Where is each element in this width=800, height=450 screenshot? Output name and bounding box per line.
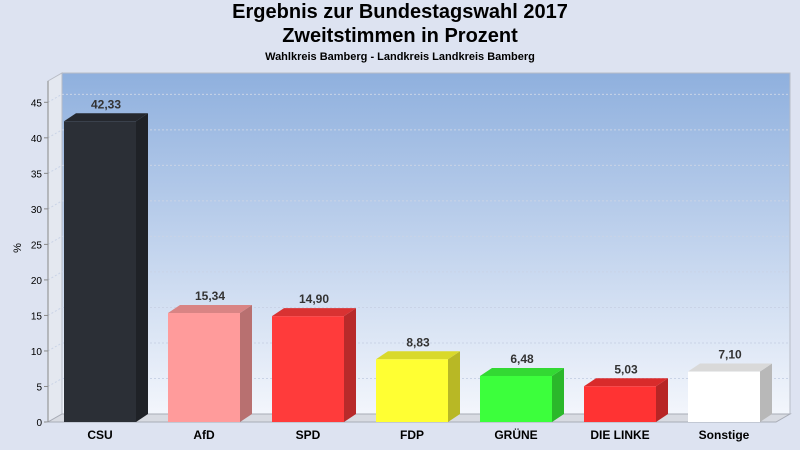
bar-afd <box>168 305 252 422</box>
bar-side <box>656 378 668 422</box>
gridline-wall <box>47 164 63 174</box>
bar-front <box>168 313 240 422</box>
bar-front <box>688 371 760 422</box>
gridline-wall <box>47 235 63 245</box>
data-label: 15,34 <box>195 289 225 303</box>
gridline-wall <box>47 342 63 352</box>
gridline-wall <box>47 93 63 103</box>
x-tick-label: DIE LINKE <box>590 428 649 442</box>
bar-top <box>64 113 148 122</box>
bar-top <box>688 363 772 372</box>
x-tick-label: AfD <box>193 428 215 442</box>
bar-front <box>64 121 136 422</box>
data-label: 8,83 <box>406 335 430 349</box>
x-tick-label: FDP <box>400 428 424 442</box>
y-tick-label: 20 <box>31 276 43 287</box>
chart-title-line-1: Ergebnis zur Bundestagswahl 2017 <box>232 1 568 23</box>
bar-die-linke <box>584 378 668 422</box>
bar-side <box>552 367 564 422</box>
bar-side <box>448 351 460 422</box>
y-tick-label: 5 <box>36 382 42 393</box>
x-tick-label: CSU <box>87 428 112 442</box>
bar-front <box>584 386 656 422</box>
chart-subtitle: Wahlkreis Bamberg - Landkreis Landkreis … <box>265 51 535 63</box>
bar-top <box>168 305 252 314</box>
data-label: 7,10 <box>718 348 742 362</box>
gridline-wall <box>47 307 63 316</box>
x-tick-label: SPD <box>296 428 321 442</box>
y-tick-label: 25 <box>31 240 43 251</box>
data-label: 42,33 <box>91 97 121 111</box>
left-wall <box>47 72 63 423</box>
gridline-wall <box>47 378 63 387</box>
bar-side <box>136 113 148 422</box>
bar-csu <box>64 113 148 422</box>
chart-title-line-2: Zweitstimmen in Prozent <box>282 25 518 47</box>
data-label: 14,90 <box>299 292 329 306</box>
y-tick-label: 35 <box>31 169 43 180</box>
gridline-wall <box>47 129 63 139</box>
bar-top <box>584 378 668 387</box>
y-tick-label: 10 <box>31 347 43 358</box>
bar-side <box>344 308 356 422</box>
bar-top <box>376 351 460 360</box>
bar-front <box>376 359 448 422</box>
bar-grüne <box>480 367 564 422</box>
y-tick-label: 45 <box>31 98 43 109</box>
gridline-wall <box>47 200 63 210</box>
bar-top <box>272 308 356 317</box>
x-tick-label: GRÜNE <box>494 427 537 442</box>
y-tick-label: 0 <box>36 418 42 429</box>
bar-spd <box>272 308 356 422</box>
bar-front <box>272 316 344 422</box>
title-block: Ergebnis zur Bundestagswahl 2017 Zweitst… <box>0 0 800 64</box>
data-label: 6,48 <box>510 352 534 366</box>
bar-fdp <box>376 351 460 422</box>
y-tick-label: 30 <box>31 205 43 216</box>
y-tick-label: 15 <box>31 311 43 322</box>
gridline-wall <box>47 271 63 281</box>
bar-sonstige <box>688 363 772 422</box>
bar-side <box>240 305 252 422</box>
bar-side <box>760 363 772 422</box>
bar-front <box>480 375 552 422</box>
x-tick-label: Sonstige <box>699 428 750 442</box>
bar-top <box>480 367 564 376</box>
data-label: 5,03 <box>614 362 638 376</box>
y-axis-label: % <box>12 243 24 253</box>
y-tick-label: 40 <box>31 134 43 145</box>
